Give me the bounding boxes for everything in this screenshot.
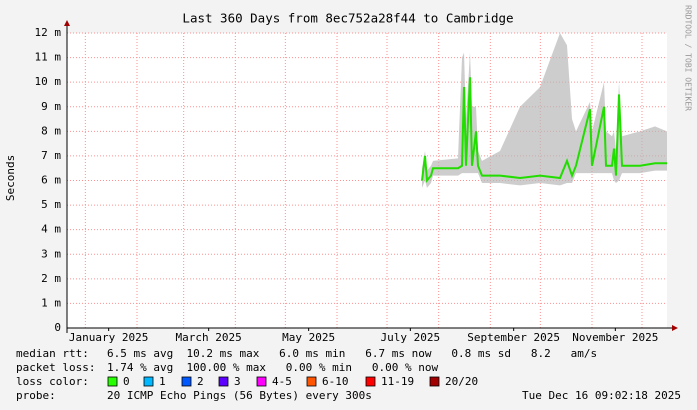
y-tick-label: 6 m — [41, 174, 61, 187]
legend-swatch — [143, 376, 154, 387]
y-tick-label: 8 m — [41, 124, 61, 137]
chart-title: Last 360 Days from 8ec752a28f44 to Cambr… — [182, 11, 513, 26]
y-tick-label: 7 m — [41, 149, 61, 162]
legend-swatch — [256, 376, 267, 387]
median-stats: 6.5 ms avg 10.2 ms max 6.0 ms min 6.7 ms… — [107, 347, 597, 360]
legend-label: 6-10 — [322, 375, 349, 388]
y-tick-label: 10 m — [35, 75, 62, 88]
timestamp: Tue Dec 16 09:02:18 2025 — [522, 389, 681, 402]
legend-label: 1 — [159, 375, 166, 388]
legend-label: 2 — [197, 375, 204, 388]
probe-label: probe: — [16, 389, 56, 402]
y-tick-label: 3 m — [41, 247, 61, 260]
x-tick-label: May 2025 — [282, 331, 335, 344]
watermark: RRDTOOL / TOBI OETIKER — [684, 5, 693, 111]
y-tick-label: 5 m — [41, 198, 61, 211]
y-axis-label: Seconds — [4, 155, 17, 201]
loss-stats: 1.74 % avg 100.00 % max 0.00 % min 0.00 … — [107, 361, 439, 374]
legend-label: 11-19 — [381, 375, 414, 388]
legend-swatch — [107, 376, 118, 387]
y-arrow — [64, 20, 70, 26]
probe: 20 ICMP Echo Pings (56 Bytes) every 300s — [107, 389, 372, 402]
legend-swatch — [181, 376, 192, 387]
legend-label: 4-5 — [272, 375, 292, 388]
loss-label: packet loss: — [16, 361, 95, 374]
y-tick-label: 9 m — [41, 100, 61, 113]
y-tick-label: 0 — [54, 321, 61, 334]
x-tick-label: September 2025 — [467, 331, 560, 344]
y-tick-label: 2 m — [41, 272, 61, 285]
legend-swatch — [306, 376, 317, 387]
y-tick-label: 11 m — [35, 51, 62, 64]
loss-legend-label: loss color: — [16, 375, 89, 388]
x-tick-label: March 2025 — [176, 331, 242, 344]
x-tick-label: November 2025 — [572, 331, 658, 344]
y-tick-label: 1 m — [41, 296, 61, 309]
x-arrow — [672, 325, 678, 331]
legend-label: 0 — [123, 375, 130, 388]
legend-swatch — [218, 376, 229, 387]
legend-swatch — [429, 376, 440, 387]
marks — [421, 33, 667, 188]
y-tick-label: 4 m — [41, 223, 61, 236]
y-tick-label: 12 m — [35, 26, 62, 39]
median-line — [421, 77, 667, 184]
x-tick-label: January 2025 — [69, 331, 148, 344]
legend-label: 3 — [234, 375, 241, 388]
legend-swatch — [365, 376, 376, 387]
legend-label: 20/20 — [445, 375, 478, 388]
x-tick-label: July 2025 — [381, 331, 441, 344]
median-label: median rtt: — [16, 347, 89, 360]
